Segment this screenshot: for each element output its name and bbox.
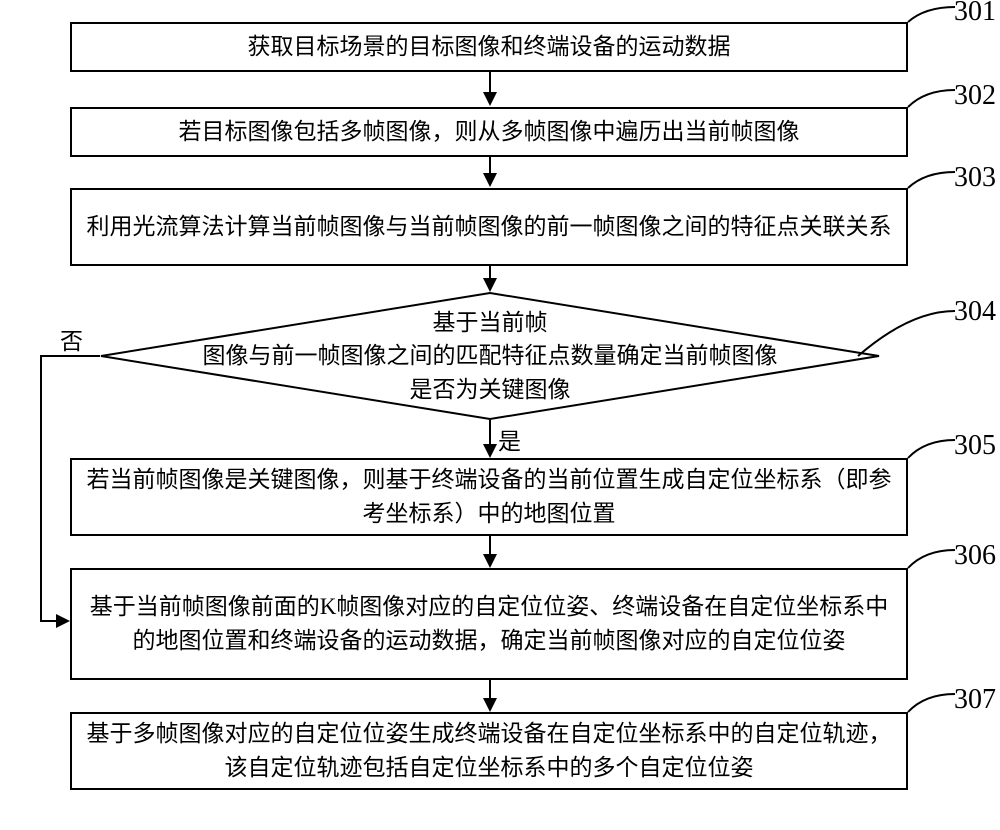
arrow-6 — [489, 680, 491, 700]
arrow-5 — [489, 536, 491, 556]
arrowhead-2 — [483, 173, 497, 187]
arrowhead-5 — [483, 554, 497, 568]
label-303: 303 — [954, 162, 996, 194]
arrowhead-4 — [483, 444, 497, 458]
step-306: 基于当前帧图像前面的K帧图像对应的自定位位姿、终端设备在自定位坐标系中的地图位置… — [70, 568, 908, 680]
decision-304-text: 基于当前帧 图像与前一帧图像之间的匹配特征点数量确定当前帧图像 是否为关键图像 — [100, 292, 880, 420]
decision-304: 基于当前帧 图像与前一帧图像之间的匹配特征点数量确定当前帧图像 是否为关键图像 — [100, 292, 880, 420]
no-line-v — [40, 355, 42, 622]
no-line-h — [40, 355, 100, 357]
step-301-text: 获取目标场景的目标图像和终端设备的运动数据 — [248, 30, 731, 65]
label-304: 304 — [954, 296, 996, 328]
leader-304 — [855, 309, 963, 364]
step-307: 基于多帧图像对应的自定位位姿生成终端设备在自定位坐标系中的自定位轨迹，该自定位轨… — [70, 712, 908, 790]
arrowhead-6 — [483, 698, 497, 712]
step-301: 获取目标场景的目标图像和终端设备的运动数据 — [70, 22, 908, 72]
label-301: 301 — [954, 0, 996, 28]
arrow-4 — [489, 420, 491, 446]
label-302: 302 — [954, 80, 996, 112]
arrowhead-1 — [483, 92, 497, 106]
step-305-text: 若当前帧图像是关键图像，则基于终端设备的当前位置生成自定位坐标系（即参考坐标系）… — [86, 463, 892, 532]
step-303-text: 利用光流算法计算当前帧图像与当前帧图像的前一帧图像之间的特征点关联关系 — [87, 210, 892, 245]
no-arrowhead — [56, 614, 70, 628]
step-302-text: 若目标图像包括多帧图像，则从多帧图像中遍历出当前帧图像 — [179, 115, 800, 150]
flowchart: 获取目标场景的目标图像和终端设备的运动数据 301 若目标图像包括多帧图像，则从… — [0, 0, 1000, 830]
label-305: 305 — [954, 430, 996, 462]
step-303: 利用光流算法计算当前帧图像与当前帧图像的前一帧图像之间的特征点关联关系 — [70, 188, 908, 266]
arrow-1 — [489, 72, 491, 94]
step-307-text: 基于多帧图像对应的自定位位姿生成终端设备在自定位坐标系中的自定位轨迹，该自定位轨… — [86, 717, 892, 786]
branch-no-label: 否 — [60, 322, 83, 356]
branch-yes-label: 是 — [498, 422, 521, 456]
label-307: 307 — [954, 684, 996, 716]
step-306-text: 基于当前帧图像前面的K帧图像对应的自定位位姿、终端设备在自定位坐标系中的地图位置… — [86, 590, 892, 659]
label-306: 306 — [954, 540, 996, 572]
step-302: 若目标图像包括多帧图像，则从多帧图像中遍历出当前帧图像 — [70, 107, 908, 157]
step-305: 若当前帧图像是关键图像，则基于终端设备的当前位置生成自定位坐标系（即参考坐标系）… — [70, 458, 908, 536]
arrowhead-3 — [483, 278, 497, 292]
